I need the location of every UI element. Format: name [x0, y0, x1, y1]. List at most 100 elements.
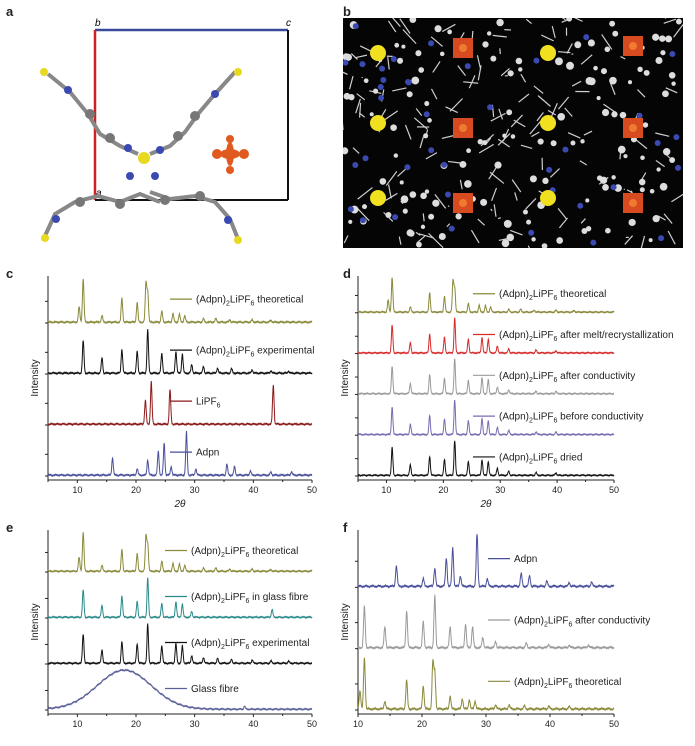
bond: [476, 55, 482, 70]
carbon-atom: [480, 198, 488, 206]
nitrogen-atom: [675, 164, 682, 171]
bond: [667, 230, 676, 245]
bond: [531, 131, 540, 138]
bond: [463, 81, 479, 84]
carbon-atom: [343, 92, 351, 100]
carbon-atom: [652, 215, 660, 223]
nitrogen-atom: [528, 229, 535, 236]
series-line-0: [357, 534, 615, 589]
legend-text-sub: 2: [529, 377, 533, 384]
legend-text-rest: LiPF: [225, 638, 246, 649]
bond: [348, 75, 354, 90]
carbon-atom: [617, 145, 626, 154]
nitrogen-atom: [352, 23, 359, 30]
carbon-atom: [585, 225, 592, 232]
bond: [400, 200, 404, 205]
x-tick-label: 10: [381, 485, 391, 495]
legend-text-sub2: 6: [245, 552, 249, 559]
carbon-atom: [363, 78, 369, 84]
bond: [383, 110, 399, 121]
series-line-1: [47, 329, 313, 376]
panel-letter-e: e: [6, 520, 14, 535]
series-line-1: [47, 577, 313, 620]
carbon-atom: [566, 18, 573, 22]
legend-entry-3: (Adpn)2LiPF6 before conductivity: [499, 412, 644, 425]
legend-text-tail: before conductivity: [557, 412, 643, 423]
bond: [514, 192, 518, 201]
nitrogen-atom: [404, 164, 411, 171]
nitrogen-atom: [359, 61, 366, 68]
carbon-atom: [427, 118, 432, 123]
legend-text-main: (Adpn): [196, 295, 226, 306]
carbon-atom: [455, 213, 462, 220]
carbon-atom: [556, 237, 564, 244]
series-line-0: [47, 278, 313, 325]
carbon-atom: [550, 140, 557, 147]
x-tick-label: 30: [481, 719, 491, 729]
nitrogen-atom: [546, 166, 553, 173]
panel-letter-d: d: [343, 266, 351, 281]
panel-letter-c: c: [6, 266, 14, 281]
lithium-atom: [370, 115, 386, 131]
carbon-atom: [406, 91, 413, 98]
carbon-atom: [486, 31, 492, 36]
legend-text-sub2: 6: [245, 598, 249, 605]
legend-entry-0: Adpn: [514, 554, 537, 565]
carbon-atom: [542, 177, 549, 185]
carbon-atom: [362, 204, 368, 210]
nitrogen-atom: [562, 146, 569, 153]
bond: [471, 30, 474, 39]
legend-entry-1: (Adpn)2LiPF6 in glass fibre: [191, 592, 309, 605]
legend-text-rest: LiPF: [225, 592, 246, 603]
carbon-atom: [447, 29, 452, 35]
legend-text-sub2: 6: [250, 301, 254, 308]
legend-text-main: (Adpn): [191, 546, 221, 557]
legend-text-sub: 2: [221, 598, 225, 605]
phosphorus-atom: [629, 199, 637, 207]
bond: [490, 112, 506, 122]
x-tick-label: 40: [545, 719, 555, 729]
bond: [404, 124, 412, 140]
legend-text-tail: theoretical: [572, 677, 621, 688]
carbon-atom: [424, 189, 430, 194]
legend-text-sub2: 6: [553, 295, 557, 302]
legend-text-sub: 2: [544, 621, 548, 628]
phosphorus-atom: [629, 42, 637, 50]
bond: [558, 217, 568, 229]
series-line-1: [357, 594, 615, 651]
bond: [510, 114, 524, 128]
cell-label-b: b: [95, 18, 101, 29]
carbon-atom: [596, 96, 601, 101]
bond: [536, 112, 544, 122]
series-line-2: [47, 623, 313, 666]
x-axis-label: 2θ: [480, 499, 493, 510]
carbon-atom: [593, 65, 598, 71]
bond: [415, 108, 423, 117]
nitrogen-atom: [343, 59, 349, 66]
legend-text-rest: LiPF: [533, 371, 554, 382]
bond: [441, 23, 456, 33]
legend-text-rest: LiPF: [533, 289, 554, 300]
bond: [446, 223, 451, 228]
bond: [457, 65, 466, 77]
atoms: [40, 68, 242, 244]
bond: [663, 18, 677, 24]
bond: [520, 73, 527, 83]
nitrogen-atom: [654, 140, 661, 147]
legend-text-sub: 6: [217, 403, 221, 410]
bond: [549, 168, 560, 178]
carbon-atom: [531, 237, 536, 242]
bond: [498, 108, 504, 120]
carbon-atom: [609, 76, 617, 85]
nitrogen-atom: [347, 206, 354, 213]
legend-text-sub: 2: [226, 301, 230, 308]
nitrogen-atom: [636, 112, 643, 119]
lithium-atom: [540, 45, 556, 61]
nitrogen-atom: [583, 34, 590, 41]
phosphorus-atom: [459, 199, 467, 207]
carbon-atom: [439, 51, 445, 57]
bond: [449, 98, 464, 112]
pf6-anion: [212, 135, 249, 174]
bond: [497, 217, 501, 220]
